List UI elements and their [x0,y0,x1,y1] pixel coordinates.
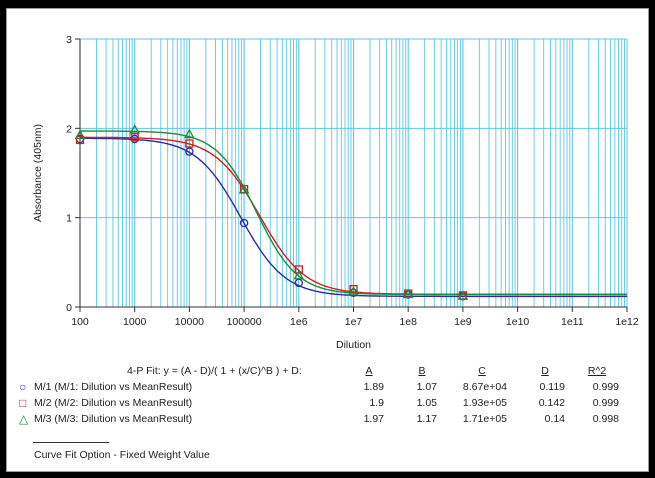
y-tick-label: 1 [66,213,72,225]
fit-row-1-b: 1.07 [416,381,437,393]
fit-row-3-label: M/3 (M/3: Dilution vs MeanResult) [34,413,193,425]
data-point-series-2 [185,139,194,148]
fit-row-1-r2: 0.999 [592,381,619,393]
fit-row-1-label: M/1 (M/1: Dilution vs MeanResult) [34,381,193,393]
y-tick-label: 3 [66,34,72,46]
data-point-series-2 [75,135,85,145]
fit-row-2-c: 1.93e+05 [462,397,507,409]
fit-header-r2: R^2 [587,365,607,377]
chart-plot: 0 1 2 3 100 1000 10000 100000 1e6 1e7 1e8 1e9 1e10 1e… [32,34,639,351]
fit-row-2-d: 0.142 [538,397,565,409]
x-tick-label: 1000 [123,316,147,328]
fit-row-1-c: 8.67e+04 [462,381,507,393]
fit-row-3-r2: 0.998 [592,413,619,425]
data-point-series-3 [348,285,359,296]
data-point-series-2 [349,284,358,294]
fit-row-2-b: 1.05 [416,397,437,409]
x-axis-label: Dilution [336,339,371,351]
x-tick-label: 100000 [227,316,262,328]
data-point-series-1 [185,147,194,156]
fit-header-b: B [418,365,426,377]
fit-row-2-r2: 0.999 [592,397,619,409]
fit-row-3-a: 1.97 [363,413,384,425]
fit-row-1-d: 0.119 [539,381,566,393]
fit-row-1-marker: ○ [19,380,27,394]
x-tick-label: 10000 [175,316,204,328]
data-point-series-2 [294,265,303,274]
y-tick-label: 2 [66,123,72,135]
data-point-series-1 [239,218,249,228]
x-tick-label: 1e6 [290,316,308,328]
footer-divider [33,442,109,443]
data-point-series-3 [74,129,86,140]
data-point-series-3 [402,288,414,299]
y-tick-label: 0 [66,302,72,314]
curve-fit-option: Curve Fit Option - Fixed Weight Value [34,449,210,461]
fit-equation: 4-P Fit: y = (A - D)/( 1 + (x/C)^B ) + D… [127,365,302,377]
x-tick-label: 1e12 [615,316,639,328]
fit-row-1-a: 1.89 [363,381,384,393]
fit-header-d: D [541,365,549,377]
fit-row-3-b: 1.17 [416,413,437,425]
x-tick-label: 1e11 [561,316,584,328]
data-point-series-3 [457,290,469,300]
fit-row-3-d: 0.14 [544,413,565,425]
fit-row-2-label: M/2 (M/2: Dilution vs MeanResult) [34,397,193,409]
x-tick-label: 1e10 [506,316,530,328]
y-axis-label: Absorbance (405nm) [32,124,44,222]
chart-frame: 0 1 2 3 100 1000 10000 100000 1e6 1e7 1e8 1e9 1e10 1e… [6,8,649,472]
x-tick-label: 1e7 [345,316,363,328]
fit-header-c: C [478,365,486,377]
data-point-series-3 [238,184,250,194]
x-tick-label: 1e8 [399,316,417,328]
fit-row-3-marker: △ [19,412,29,426]
data-point-series-3 [293,269,305,280]
fit-row-2-a: 1.9 [369,397,384,409]
fit-row-2-marker: □ [19,396,27,410]
x-tick-label: 100 [71,316,89,328]
data-point-series-3 [184,128,195,139]
x-tick-label: 1e9 [454,316,472,328]
fit-header-a: A [365,365,373,377]
fit-row-3-c: 1.71e+05 [462,413,507,425]
data-point-series-3 [129,124,141,134]
